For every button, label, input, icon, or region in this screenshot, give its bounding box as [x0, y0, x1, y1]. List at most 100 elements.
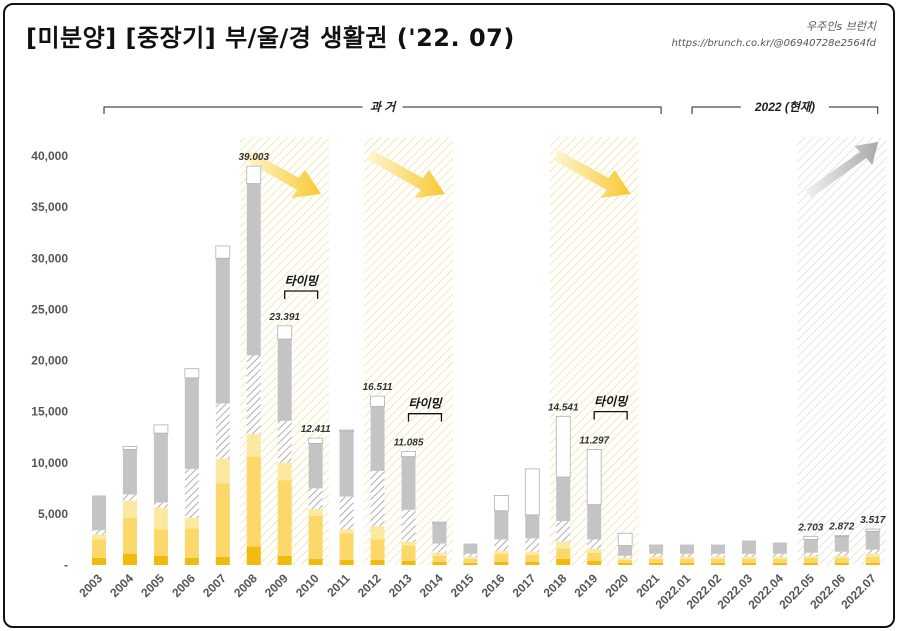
x-tick-label: 2007 [200, 571, 229, 600]
data-label: 3.517 [860, 515, 885, 526]
x-tick-label: 2014 [417, 571, 446, 600]
x-tick-label: 2020 [602, 571, 631, 600]
bar-segment-2012-2 [370, 526, 385, 540]
bar-segment-2022.03-3 [741, 553, 756, 557]
bar-segment-2007-1 [215, 483, 230, 557]
x-tick-label: 2019 [572, 571, 601, 600]
bar-segment-2007-0 [215, 556, 230, 565]
y-tick-label: 35,000 [31, 200, 68, 214]
bar-segment-2003-0 [92, 557, 106, 565]
bar-segment-2019-2 [587, 548, 602, 553]
x-tick-label: 2012 [355, 571, 384, 600]
bar-segment-2015-0 [463, 562, 478, 565]
bar-segment-2010-4 [308, 443, 323, 489]
bar-segment-2008-3 [246, 355, 261, 435]
bar-segment-2016-2 [494, 550, 509, 554]
bar-segment-2006-5 [184, 368, 200, 379]
bar-segment-2014-5 [432, 521, 447, 524]
bar-segment-2022.03-4 [741, 540, 756, 554]
bar-segment-2004-3 [122, 494, 137, 501]
x-tick-label: 2010 [293, 571, 322, 600]
bar-segment-2013-3 [401, 509, 416, 542]
bar-segment-2021-4 [649, 544, 664, 554]
bar-segment-2010-3 [308, 488, 323, 509]
bar-segment-2019-5 [586, 449, 602, 506]
bar-segment-2015-1 [463, 558, 478, 563]
bar-segment-2022.05-1 [803, 557, 818, 563]
bar-segment-2021-2 [649, 556, 664, 559]
bar-segment-2016-3 [494, 539, 509, 551]
x-tick-label: 2013 [386, 571, 415, 600]
chart-title: [미분양] [중장기] 부/울/경 생활권 ('22. 07) [26, 24, 515, 52]
timing-label: 타이밍 [285, 274, 320, 288]
bar-segment-2017-1 [525, 554, 540, 562]
bar-segment-2021-3 [649, 553, 664, 557]
bar-segment-2012-1 [370, 539, 385, 560]
trend-arrow-down-icon [244, 150, 322, 198]
bar-segment-2013-4 [401, 456, 416, 510]
bar-segment-2012-5 [370, 395, 385, 407]
bar-segment-2019-4 [587, 504, 602, 540]
bar-segment-2014-4 [432, 523, 447, 544]
x-tick-label: 2006 [169, 571, 198, 600]
bar-segment-2022.04-3 [772, 553, 787, 557]
timing-bracket [407, 413, 443, 422]
bar-segment-2009-5 [277, 325, 293, 340]
bar-segment-2016-1 [494, 553, 509, 562]
x-tick-label: 2016 [479, 571, 508, 600]
bar-segment-2021-0 [649, 562, 664, 565]
data-label: 11.085 [394, 438, 424, 449]
bar-segment-2022.06-3 [834, 551, 849, 556]
bar-segment-2022.03-1 [741, 558, 756, 563]
bar-segment-2021-1 [649, 558, 664, 563]
bar-segment-2005-4 [153, 433, 168, 503]
bar-segment-2015-3 [463, 553, 478, 557]
bar-segment-2005-0 [153, 555, 168, 565]
bar-segment-2016-4 [494, 510, 509, 540]
bar-segment-2020-2 [618, 557, 633, 560]
bar-segment-2003-1 [92, 539, 106, 558]
bar-segment-2010-5 [308, 437, 324, 444]
bar-segment-2009-0 [277, 555, 292, 565]
bar-segment-2010-0 [308, 558, 323, 565]
bar-segment-2014-1 [432, 555, 447, 562]
x-tick-label: 2022.07 [838, 571, 879, 612]
bar-segment-2011-0 [339, 559, 354, 565]
bar-segment-2017-3 [525, 538, 540, 552]
bar-segment-2022.07-0 [865, 562, 880, 565]
bar-segment-2017-5 [524, 468, 540, 516]
bar-segment-2018-1 [556, 548, 571, 559]
x-tick-label: 2011 [324, 571, 353, 600]
bar-segment-2022.05-5 [803, 535, 819, 540]
bar-segment-2022.01-2 [680, 556, 695, 559]
bar-segment-2020-4 [618, 545, 633, 556]
bar-segment-2011-4 [339, 431, 354, 497]
data-label: 2.872 [828, 522, 854, 533]
bar-segment-2011-1 [339, 533, 354, 560]
trend-arrow-up-icon [805, 142, 879, 198]
bar-segment-2022.01-4 [680, 544, 695, 554]
x-tick-label: 2004 [107, 571, 136, 600]
bar-segment-2013-0 [401, 560, 416, 565]
timing-bracket [284, 290, 319, 299]
bar-segment-2003-4 [92, 495, 106, 531]
bar-segment-2014-0 [432, 561, 447, 565]
bar-segment-2004-2 [122, 500, 137, 518]
bar-segment-2022.02-1 [711, 558, 725, 563]
bar-segment-2019-3 [587, 539, 602, 549]
x-tick-label: 2015 [448, 571, 477, 600]
bar-segment-2022.03-0 [741, 562, 756, 565]
bar-segment-2008-5 [246, 165, 262, 185]
bar-segment-2022.05-0 [803, 562, 818, 565]
bar-segment-2018-2 [556, 541, 571, 549]
bar-segment-2017-4 [525, 514, 540, 539]
bar-segment-2011-3 [339, 496, 354, 530]
bar-segment-2019-1 [587, 552, 602, 561]
bar-segment-2018-3 [556, 521, 571, 542]
data-label: 39.003 [238, 152, 269, 163]
bar-segment-2005-2 [153, 507, 168, 530]
bar-segment-2022.02-4 [711, 544, 725, 554]
bar-segment-2022.03-2 [741, 556, 756, 559]
bar-segment-2004-1 [122, 517, 137, 554]
bar-segment-2022.07-4 [865, 531, 880, 550]
